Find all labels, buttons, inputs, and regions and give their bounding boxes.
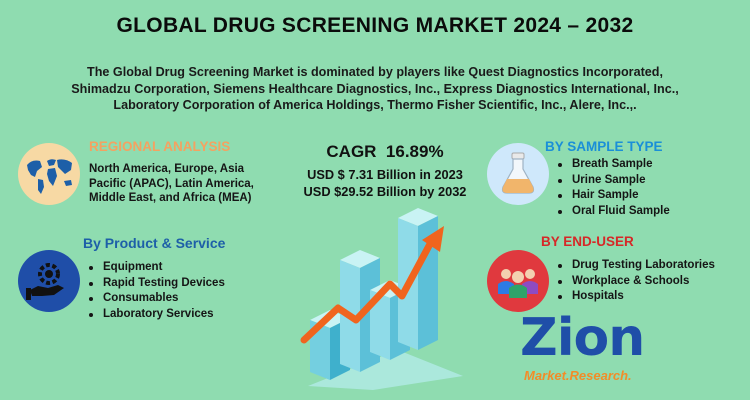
bar-4 [398,208,438,350]
growth-arrow [300,240,434,344]
growth-bars-illustration [300,208,463,390]
flask-icon [487,143,549,205]
intro-line: Shimadzu Corporation, Siemens Healthcare… [71,81,679,96]
cagr-label: CAGR [326,142,377,161]
intro-line: The Global Drug Screening Market is domi… [87,65,663,79]
list-item: Hospitals [556,289,715,305]
enduser-heading: BY END-USER [541,234,634,249]
people-group-icon [487,250,549,312]
regional-line: North America, Europe, Asia [89,163,245,175]
list-item: Rapid Testing Devices [87,276,225,292]
zion-logo-sub: Market.Research. [524,368,632,383]
regional-line: Middle East, and Africa (MEA) [89,192,252,204]
cagr-text: CAGR 16.89% [290,142,480,162]
list-item: Equipment [87,260,225,276]
zion-logo: Zion [520,308,645,368]
cagr-value: 16.89% [385,142,444,161]
list-item: Drug Testing Laboratories [556,258,715,274]
sample-list: Breath Sample Urine Sample Hair Sample O… [556,157,670,219]
world-map-icon [18,143,80,205]
list-item: Urine Sample [556,173,670,189]
enduser-list: Drug Testing Laboratories Workplace & Sc… [556,258,715,305]
logo-sub-text: Market.Research. [524,368,632,383]
list-item: Oral Fluid Sample [556,204,670,220]
list-item: Hair Sample [556,188,670,204]
product-heading: By Product & Service [83,235,226,251]
list-item: Workplace & Schools [556,274,715,290]
list-item: Laboratory Services [87,307,225,323]
arrow-head-icon [422,226,444,252]
regional-heading: REGIONAL ANALYSIS [89,139,231,154]
page-title: GLOBAL DRUG SCREENING MARKET 2024 – 2032 [116,14,634,37]
product-list: Equipment Rapid Testing Devices Consumab… [87,260,225,322]
list-item: Consumables [87,291,225,307]
regional-text: North America, Europe, Asia Pacific (APA… [89,162,254,206]
intro-line: Laboratory Corporation of America Holdin… [113,98,637,112]
hand-gear-icon [18,250,80,312]
usd-2032: USD $29.52 Billion by 2032 [303,184,467,199]
list-item: Breath Sample [556,157,670,173]
sample-heading: BY SAMPLE TYPE [545,139,663,154]
intro-paragraph: The Global Drug Screening Market is domi… [30,64,720,114]
usd-2023: USD $ 7.31 Billion in 2023 [307,167,463,182]
regional-line: Pacific (APAC), Latin America, [89,177,254,190]
